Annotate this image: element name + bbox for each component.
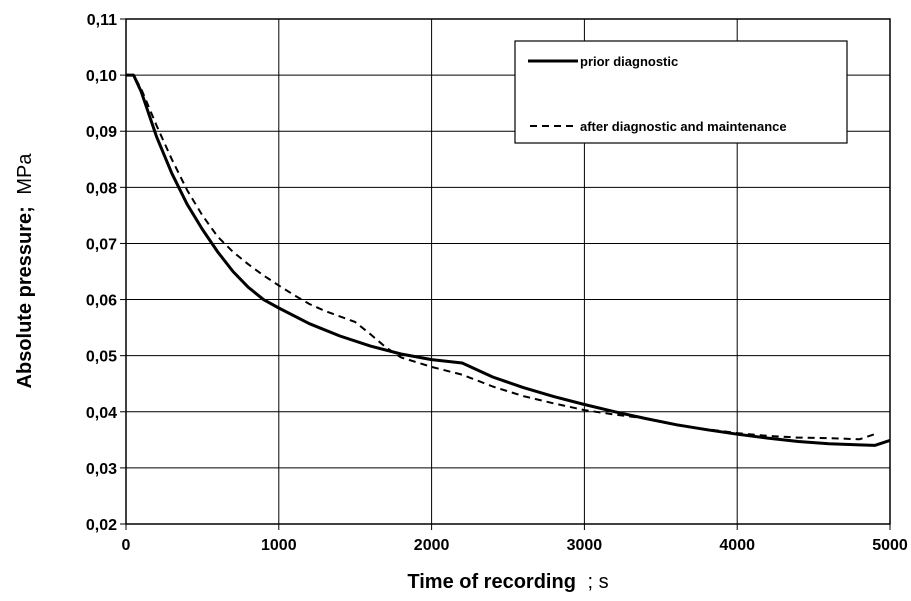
y-tick-label: 0,11 — [87, 12, 117, 29]
y-axis-title: Absolute pressure; MPa — [14, 153, 36, 389]
x-tick-label: 5000 — [872, 537, 908, 554]
y-tick-label: 0,02 — [86, 517, 117, 534]
series-lines — [126, 73, 891, 447]
series-line-after-maintenance — [126, 74, 876, 441]
legend-label-prior: prior diagnostic — [580, 54, 678, 69]
y-tick-labels: 0,02 0,03 0,04 0,05 0,06 0,07 0,08 0,09 0,10 0,11 — [86, 12, 126, 534]
x-tick-labels: 0 1000 2000 3000 4000 5000 — [122, 524, 908, 554]
y-tick-label: 0,06 — [86, 293, 117, 310]
x-tick-label: 2000 — [414, 537, 450, 554]
x-tick-label: 4000 — [719, 537, 755, 554]
series-line-prior-diagnostic — [126, 73, 891, 447]
x-axis-title: Time of recording ; s — [407, 571, 608, 593]
x-tick-label: 3000 — [567, 537, 603, 554]
legend-label-after: after diagnostic and maintenance — [580, 119, 787, 134]
plot-area-border — [125, 18, 891, 525]
y-tick-label: 0,08 — [86, 180, 117, 197]
y-tick-label: 0,04 — [86, 405, 117, 422]
x-tick-label: 1000 — [261, 537, 297, 554]
y-tick-label: 0,05 — [86, 349, 117, 366]
y-tick-label: 0,09 — [86, 124, 117, 141]
x-tick-label: 0 — [122, 537, 131, 554]
y-tick-label: 0,07 — [86, 236, 117, 253]
y-tick-label: 0,03 — [86, 461, 117, 478]
y-tick-label: 0,10 — [86, 68, 117, 85]
legend: prior diagnostic after diagnostic and ma… — [514, 40, 848, 144]
